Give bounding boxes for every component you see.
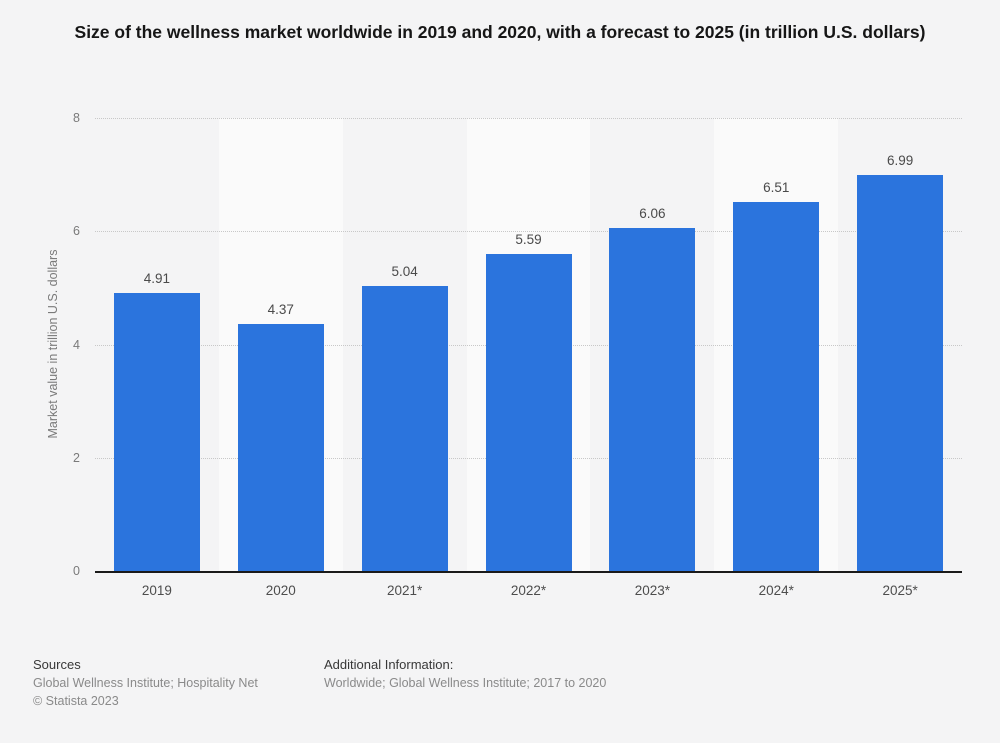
y-axis-tick-labels: 0 2 4 6 8: [0, 111, 80, 578]
bar-value-label: 6.99: [886, 153, 914, 169]
bar-value-label: 6.51: [763, 180, 790, 196]
chart-title: Size of the wellness market worldwide in…: [74, 22, 926, 42]
plot-column-2021*: 5.04 2021*: [343, 118, 467, 598]
sources-heading: Sources: [33, 657, 81, 672]
bar-value-label: 5.04: [391, 263, 418, 279]
additional-info-line: Worldwide; Global Wellness Institute; 20…: [324, 676, 607, 690]
plot-column-2019: 4.91 2019: [95, 118, 219, 598]
gridline-6: [95, 231, 962, 233]
x-axis-label: 2019: [141, 583, 172, 598]
y-axis-tick-label: 0: [73, 564, 80, 578]
additional-info-heading: Additional Information:: [324, 657, 454, 672]
x-axis-label: 2021*: [387, 583, 423, 598]
x-axis-label: 2020: [265, 583, 296, 598]
y-axis-tick-label: 4: [73, 337, 80, 352]
y-axis-tick-label: 6: [73, 224, 80, 239]
bar-2022*: [485, 254, 572, 571]
x-axis-label: 2022*: [510, 583, 547, 598]
bar-2023*: [609, 227, 696, 571]
plot-column-2024*: 6.51 2024*: [714, 118, 839, 598]
plot-area: 4.91 2019 4.37 2020 5.04 2021* 5.59 2022* 6.06 20…: [95, 118, 962, 598]
bar-2019: [113, 292, 200, 571]
bar-value-label: 6.06: [639, 205, 666, 221]
plot-column-2023*: 6.06 2023*: [590, 118, 714, 598]
bar-value-label: 4.91: [143, 270, 171, 286]
bar-2020: [237, 323, 324, 571]
bar-2025*: [857, 175, 944, 571]
y-axis-tick-label: 8: [73, 111, 80, 125]
plot-column-2022*: 5.59 2022*: [466, 118, 591, 598]
x-axis-label: 2025*: [882, 583, 918, 598]
sources-line: Global Wellness Institute; Hospitality N…: [33, 676, 258, 690]
bar-2021*: [361, 285, 448, 571]
plot-column-2025*: 6.99 2025*: [838, 118, 962, 598]
plot-column-2020: 4.37 2020: [218, 118, 343, 598]
x-axis-label: 2023*: [634, 583, 671, 598]
bar-value-label: 4.37: [267, 301, 294, 317]
footer-sources: Sources Global Wellness Institute; Hospi…: [33, 656, 258, 710]
copyright-line: © Statista 2023: [33, 694, 119, 708]
x-axis-label: 2024*: [758, 583, 794, 598]
footer-additional-info: Additional Information: Worldwide; Globa…: [324, 656, 606, 692]
y-axis-tick-label: 2: [73, 450, 80, 465]
bar-2024*: [733, 202, 820, 571]
gridline-8: [95, 118, 962, 119]
bar-value-label: 5.59: [515, 232, 542, 248]
